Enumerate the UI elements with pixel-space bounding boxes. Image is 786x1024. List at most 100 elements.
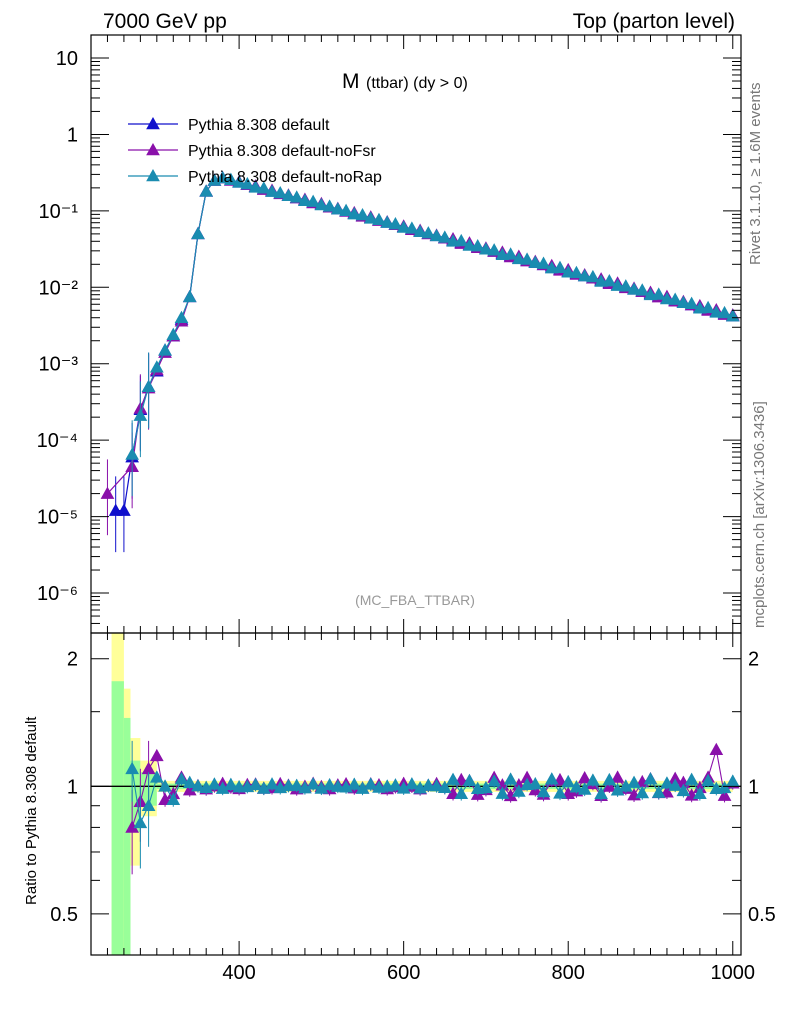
plot-title-sub: (ttbar) (dy > 0) bbox=[366, 75, 468, 92]
ratio-tick-label-right: 0.5 bbox=[748, 904, 776, 926]
data-point-noRap bbox=[577, 268, 592, 282]
ratio-point-noRap bbox=[693, 786, 707, 800]
series-line-default bbox=[115, 177, 733, 512]
ratio-point-noFsr bbox=[454, 772, 469, 786]
data-point-noRap bbox=[174, 310, 189, 324]
data-point-noRap bbox=[479, 242, 493, 255]
ratio-point-noFsr bbox=[149, 748, 164, 762]
x-tick-label: 1000 bbox=[711, 962, 756, 984]
data-point-noRap bbox=[454, 233, 469, 247]
ratio-point-noRap bbox=[174, 772, 189, 785]
ratio-point-noRap bbox=[207, 777, 222, 790]
data-point-noRap bbox=[232, 175, 246, 188]
data-point-noRap bbox=[322, 199, 337, 212]
ratio-point-noRap bbox=[265, 777, 279, 790]
ratio-point-noRap bbox=[569, 780, 584, 793]
data-point-noRap bbox=[273, 185, 288, 199]
ratio-point-noRap bbox=[182, 775, 197, 788]
data-point-noRap bbox=[462, 238, 477, 251]
data-point-noRap bbox=[224, 172, 238, 185]
ratio-point-noRap bbox=[528, 776, 543, 790]
data-point-noRap bbox=[709, 305, 724, 318]
data-point-noRap bbox=[380, 215, 395, 228]
ratio-point-noRap bbox=[248, 777, 263, 791]
ratio-point-noFsr bbox=[446, 786, 460, 799]
legend-label-noRap: Pythia 8.308 default-noRap bbox=[188, 169, 382, 186]
data-point-noRap bbox=[388, 217, 403, 230]
y-tick-label: 10 bbox=[56, 48, 78, 70]
legend-marker-noFsr bbox=[146, 142, 160, 156]
data-point-noRap bbox=[281, 188, 296, 202]
data-point-noRap bbox=[561, 265, 576, 278]
ratio-point-noRap bbox=[635, 785, 650, 799]
data-point-noRap bbox=[413, 224, 427, 238]
ratio-point-noRap bbox=[166, 792, 181, 805]
main-panel bbox=[100, 170, 740, 553]
ratio-point-noRap bbox=[717, 780, 732, 794]
ratio-point-noRap bbox=[141, 798, 156, 812]
ratio-point-noRap bbox=[149, 770, 164, 783]
data-point-noRap bbox=[470, 238, 485, 252]
ratio-point-noRap bbox=[133, 815, 148, 829]
ratio-point-noFsr bbox=[709, 742, 724, 756]
data-point-noRap bbox=[610, 278, 625, 291]
y-tick-label: 10⁻¹ bbox=[39, 201, 79, 223]
ratio-point-noRap bbox=[446, 772, 460, 785]
band-green bbox=[111, 681, 124, 955]
data-point-noRap bbox=[627, 282, 641, 295]
ratio-point-noRap bbox=[125, 761, 139, 775]
ratio-tick-label: 1 bbox=[67, 776, 78, 798]
data-point-noRap bbox=[602, 274, 617, 287]
ratio-point-noRap bbox=[330, 779, 345, 792]
ratio-point-noRap bbox=[388, 778, 403, 791]
ratio-tick-label-right: 1 bbox=[748, 776, 759, 798]
ratio-point-noRap bbox=[462, 773, 477, 787]
ratio-tick-label-right: 2 bbox=[748, 649, 759, 671]
data-point-noRap bbox=[536, 256, 551, 269]
ratio-y-axis-label: Ratio to Pythia 8.308 default bbox=[23, 716, 40, 905]
ratio-panel bbox=[91, 633, 741, 955]
legend: Pythia 8.308 default Pythia 8.308 default… bbox=[128, 116, 382, 186]
data-point-noRap bbox=[717, 305, 732, 319]
ratio-point-noRap bbox=[553, 786, 567, 799]
ratio-frame bbox=[90, 632, 742, 956]
ratio-point-noRap bbox=[511, 784, 526, 797]
data-point-noRap bbox=[248, 180, 263, 193]
y-tick-label: 10⁻² bbox=[39, 277, 79, 299]
ratio-point-noRap bbox=[503, 772, 518, 785]
ratio-point-noRap bbox=[306, 777, 321, 790]
ratio-point-noRap bbox=[363, 777, 378, 790]
x-tick-label: 400 bbox=[222, 962, 255, 984]
data-point-noRap bbox=[256, 181, 271, 194]
ratio-point-noRap bbox=[544, 772, 559, 785]
data-point-noRap bbox=[191, 226, 205, 240]
legend-marker-noRap bbox=[146, 168, 160, 182]
ratio-point-noRap bbox=[701, 773, 715, 787]
data-point-noRap bbox=[528, 255, 543, 268]
legend-label-default: Pythia 8.308 default bbox=[188, 117, 330, 134]
ratio-point-noFsr bbox=[660, 785, 674, 798]
data-point-noRap bbox=[372, 212, 386, 226]
data-point-noRap bbox=[569, 265, 584, 279]
ratio-point-noRap bbox=[224, 777, 238, 790]
ratio-point-noRap bbox=[347, 777, 362, 790]
ratio-point-noRap bbox=[586, 773, 600, 786]
ratio-point-noRap bbox=[454, 786, 469, 800]
band-green bbox=[123, 717, 131, 955]
ratio-point-noRap bbox=[322, 777, 337, 791]
data-point-noRap bbox=[347, 207, 362, 220]
ratio-point-noRap bbox=[594, 786, 608, 800]
y-tick-label: 10⁻³ bbox=[39, 354, 79, 376]
ratio-point-noRap bbox=[627, 775, 641, 788]
data-point-noRap bbox=[339, 203, 353, 216]
data-point-noRap bbox=[125, 447, 139, 460]
data-point-noRap bbox=[240, 176, 255, 190]
ratio-point-noRap bbox=[668, 778, 683, 791]
data-point-noRap bbox=[684, 296, 699, 309]
ratio-point-noRap bbox=[577, 782, 592, 795]
ratio-point-noRap bbox=[405, 777, 419, 790]
legend-marker-default bbox=[146, 116, 160, 130]
plot-title-main: M bbox=[342, 70, 360, 93]
rivet-label: Rivet 3.1.10, ≥ 1.6M events bbox=[747, 83, 764, 266]
